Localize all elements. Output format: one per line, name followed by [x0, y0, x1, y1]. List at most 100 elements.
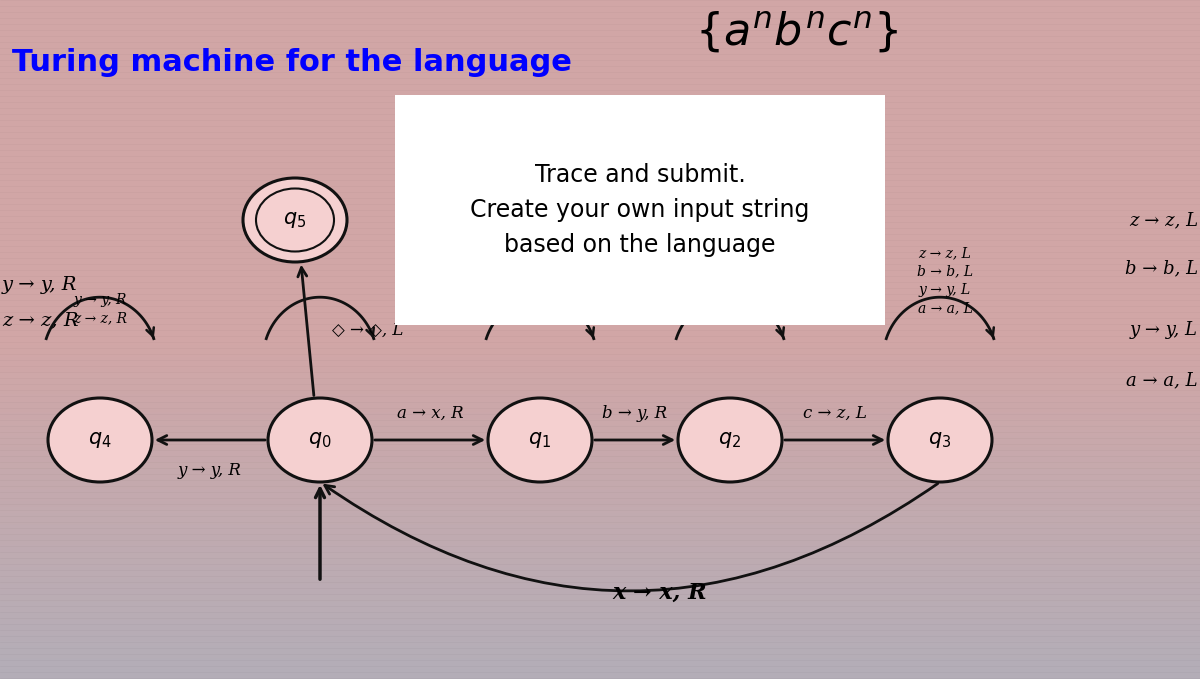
Bar — [0, 353, 1200, 355]
Bar — [0, 355, 1200, 358]
Bar — [0, 448, 1200, 450]
Text: c → z, L: c → z, L — [803, 405, 866, 422]
Bar — [0, 335, 1200, 337]
Bar — [0, 175, 1200, 177]
Bar — [0, 636, 1200, 638]
Bar — [0, 631, 1200, 634]
Bar — [0, 611, 1200, 613]
Ellipse shape — [242, 178, 347, 262]
Bar — [0, 93, 1200, 95]
Bar — [0, 111, 1200, 113]
Bar — [0, 278, 1200, 280]
Bar — [0, 39, 1200, 41]
Bar — [0, 543, 1200, 545]
Bar — [0, 385, 1200, 387]
Bar — [0, 238, 1200, 240]
Bar — [0, 521, 1200, 523]
Bar — [0, 525, 1200, 528]
Bar — [0, 562, 1200, 564]
Bar — [0, 620, 1200, 623]
Text: $q_2$: $q_2$ — [719, 430, 742, 450]
Bar — [0, 52, 1200, 54]
Bar — [0, 471, 1200, 473]
Bar — [0, 306, 1200, 308]
Bar — [0, 674, 1200, 677]
Bar — [0, 672, 1200, 674]
Bar — [0, 584, 1200, 586]
Text: z → z, R: z → z, R — [2, 311, 78, 329]
Bar — [0, 627, 1200, 629]
Bar — [0, 127, 1200, 129]
Bar — [0, 274, 1200, 276]
Bar — [0, 141, 1200, 143]
Bar — [0, 577, 1200, 579]
Bar — [0, 154, 1200, 156]
Bar — [0, 263, 1200, 265]
Bar — [0, 170, 1200, 172]
Bar — [0, 25, 1200, 27]
Bar — [0, 240, 1200, 242]
Bar — [0, 589, 1200, 591]
Bar — [0, 382, 1200, 385]
Bar — [0, 12, 1200, 14]
Bar — [0, 276, 1200, 278]
Bar — [0, 222, 1200, 224]
Bar — [0, 156, 1200, 158]
Bar — [0, 59, 1200, 61]
Bar — [0, 117, 1200, 120]
Bar — [0, 251, 1200, 253]
Bar — [0, 66, 1200, 68]
Bar — [0, 369, 1200, 371]
Bar — [0, 147, 1200, 149]
Bar — [0, 2, 1200, 5]
Bar — [0, 665, 1200, 667]
Bar — [0, 113, 1200, 115]
Bar — [0, 90, 1200, 93]
Bar — [0, 43, 1200, 45]
Text: Trace and submit.
Create your own input string
based on the language: Trace and submit. Create your own input … — [470, 162, 810, 257]
Bar — [0, 575, 1200, 577]
Bar — [0, 435, 1200, 437]
Bar — [0, 77, 1200, 79]
Bar — [0, 131, 1200, 134]
Ellipse shape — [268, 398, 372, 482]
Bar — [0, 496, 1200, 498]
Bar — [0, 124, 1200, 127]
Bar — [0, 591, 1200, 593]
Bar — [0, 367, 1200, 369]
Bar — [0, 555, 1200, 557]
Bar — [0, 564, 1200, 566]
Bar — [0, 541, 1200, 543]
Text: x → x, R: x → x, R — [613, 582, 707, 604]
Bar — [0, 0, 1200, 2]
Bar — [0, 217, 1200, 219]
Bar — [0, 226, 1200, 229]
Text: $q_0$: $q_0$ — [308, 430, 332, 450]
Bar — [0, 401, 1200, 403]
Bar — [0, 557, 1200, 559]
Bar — [0, 208, 1200, 210]
Bar — [0, 280, 1200, 283]
Bar — [0, 213, 1200, 215]
Bar — [0, 600, 1200, 602]
Bar — [0, 29, 1200, 32]
Bar — [0, 663, 1200, 665]
Bar — [0, 670, 1200, 672]
Bar — [0, 283, 1200, 285]
Bar — [0, 256, 1200, 258]
Bar — [0, 423, 1200, 426]
Bar — [0, 464, 1200, 466]
Bar — [0, 469, 1200, 471]
Bar — [0, 294, 1200, 297]
Bar — [0, 163, 1200, 165]
Bar — [0, 16, 1200, 18]
Bar — [0, 453, 1200, 455]
Bar — [0, 63, 1200, 66]
Bar — [0, 197, 1200, 199]
Text: y → y, R
z → z, R: y → y, R z → z, R — [73, 293, 127, 325]
Bar — [0, 579, 1200, 582]
Bar — [0, 337, 1200, 340]
Bar — [0, 107, 1200, 109]
Bar — [0, 419, 1200, 421]
Bar — [0, 73, 1200, 75]
